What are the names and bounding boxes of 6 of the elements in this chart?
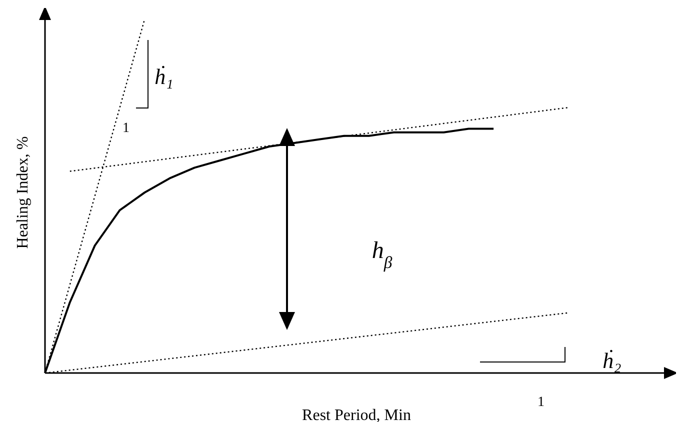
annotation: ḣ₂ — [602, 348, 622, 373]
y-axis-title: Healing Index, % — [14, 136, 32, 249]
annotation: 1 — [122, 121, 130, 136]
annotation: h$_{β}$ — [372, 238, 393, 272]
text: 1 — [538, 395, 544, 410]
annotation: ḣ₁ — [154, 64, 174, 89]
